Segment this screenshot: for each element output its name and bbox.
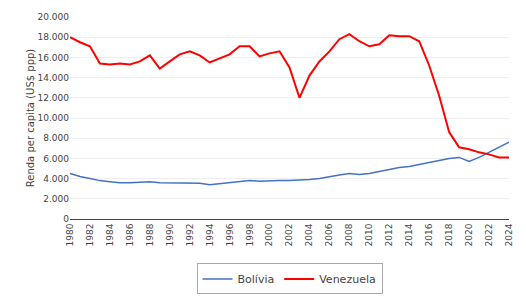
svg-text:2014: 2014 [404, 223, 414, 246]
svg-text:1982: 1982 [85, 224, 95, 247]
svg-text:1998: 1998 [245, 223, 255, 246]
svg-text:2000: 2000 [264, 223, 274, 246]
svg-text:18.000: 18.000 [38, 32, 70, 42]
svg-text:12.000: 12.000 [38, 93, 70, 103]
svg-text:2024: 2024 [504, 223, 514, 246]
svg-text:0: 0 [63, 214, 69, 224]
svg-text:1984: 1984 [105, 223, 115, 246]
svg-text:2008: 2008 [344, 223, 354, 246]
svg-text:16.000: 16.000 [38, 53, 70, 63]
svg-text:20.000: 20.000 [38, 12, 70, 22]
svg-text:2006: 2006 [324, 223, 334, 246]
svg-text:1980: 1980 [65, 223, 75, 246]
svg-text:2.000: 2.000 [43, 194, 69, 204]
svg-text:6.000: 6.000 [43, 154, 69, 164]
svg-text:1992: 1992 [185, 224, 195, 247]
svg-text:2002: 2002 [284, 224, 294, 247]
svg-text:14.000: 14.000 [38, 73, 70, 83]
svg-text:4.000: 4.000 [43, 174, 69, 184]
svg-text:2022: 2022 [484, 224, 494, 247]
svg-text:2012: 2012 [384, 224, 394, 247]
svg-text:Venezuela: Venezuela [319, 273, 376, 286]
svg-text:10.000: 10.000 [38, 113, 70, 123]
svg-text:8.000: 8.000 [43, 133, 69, 143]
svg-text:2018: 2018 [444, 223, 454, 246]
svg-text:1990: 1990 [165, 223, 175, 246]
svg-text:Renda per capita (US$ ppp): Renda per capita (US$ ppp) [25, 49, 36, 188]
svg-text:1996: 1996 [225, 223, 235, 246]
svg-text:1988: 1988 [145, 223, 155, 246]
svg-text:2020: 2020 [464, 223, 474, 246]
svg-text:1986: 1986 [125, 223, 135, 246]
svg-text:Bolívia: Bolívia [238, 273, 275, 286]
svg-text:1994: 1994 [205, 223, 215, 246]
svg-text:2004: 2004 [304, 223, 314, 246]
svg-text:2016: 2016 [424, 223, 434, 246]
svg-text:2010: 2010 [364, 223, 374, 246]
